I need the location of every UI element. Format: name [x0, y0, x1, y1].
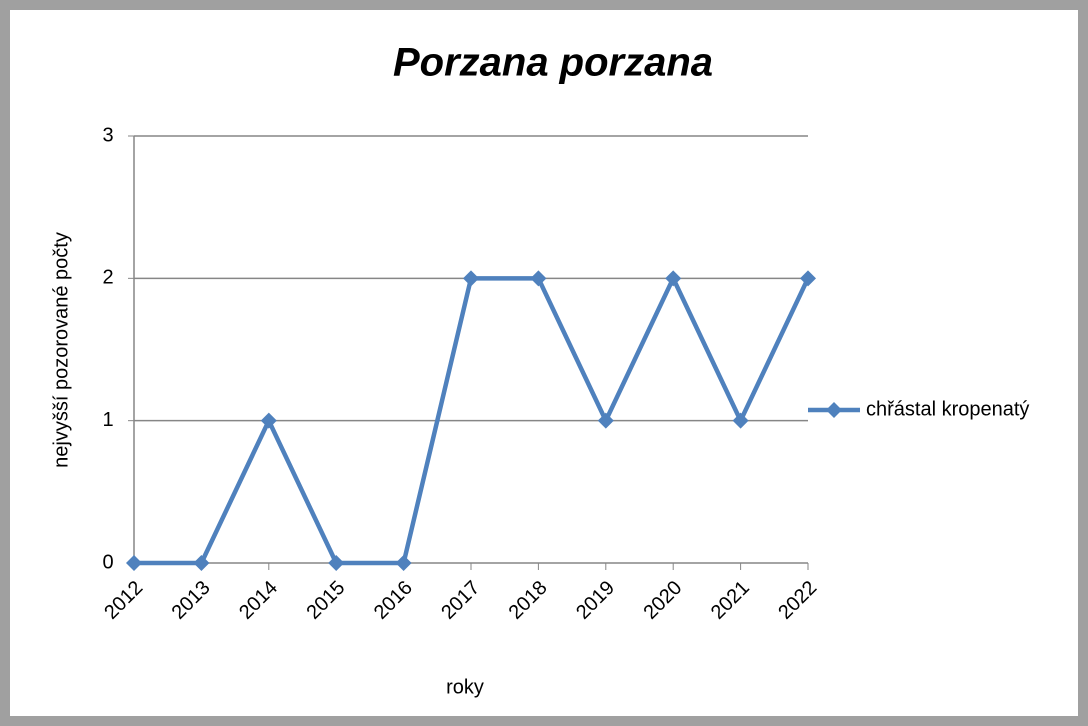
point — [260, 412, 277, 429]
point — [193, 555, 210, 571]
point — [395, 555, 412, 571]
point — [800, 270, 816, 287]
legend-marker — [826, 402, 842, 418]
y-axis-label: nejvyšší pozorované počty — [50, 232, 72, 468]
y-tick-label: 1 — [102, 409, 113, 431]
point — [732, 412, 749, 429]
y-tick-label: 2 — [102, 267, 113, 289]
point — [126, 555, 142, 571]
legend-label: chřástal kropenatý — [866, 398, 1029, 420]
y-tick-label: 3 — [102, 124, 113, 146]
point — [463, 270, 479, 287]
y-tick-label: 0 — [102, 551, 113, 573]
point — [530, 270, 547, 287]
point — [665, 270, 682, 287]
x-axis-label: roky — [446, 676, 484, 698]
chart-title: Porzana porzana — [393, 41, 713, 85]
point — [597, 412, 614, 429]
point — [328, 555, 345, 571]
